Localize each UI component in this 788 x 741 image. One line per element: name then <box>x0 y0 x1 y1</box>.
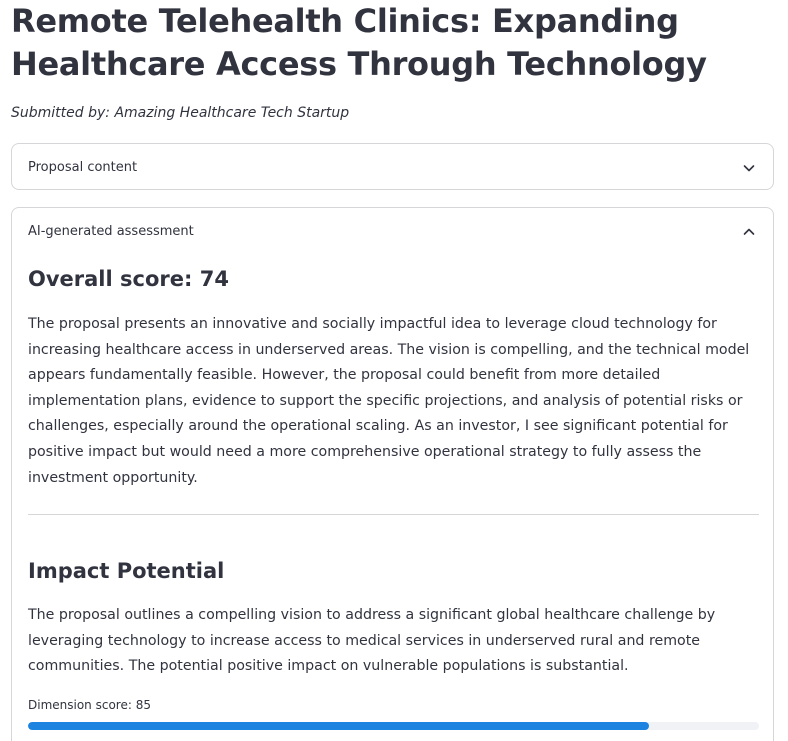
expander-proposal-label: Proposal content <box>28 160 138 175</box>
page-title: Remote Telehealth Clinics: Expanding Hea… <box>11 2 707 83</box>
expander-assessment-header[interactable]: AI-generated assessment <box>28 208 757 255</box>
overall-summary: The proposal presents an innovative and … <box>28 316 750 486</box>
expander-assessment-label: AI-generated assessment <box>28 224 194 239</box>
chevron-down-icon <box>741 160 757 176</box>
expander-proposal-header[interactable]: Proposal content <box>28 144 757 191</box>
dimension-text: The proposal outlines a compelling visio… <box>28 607 716 675</box>
expander-proposal-content: Proposal content <box>11 143 774 190</box>
dimension-score-bar <box>28 722 759 730</box>
dimension-heading: Impact Potential <box>28 559 225 583</box>
chevron-up-icon <box>741 224 757 240</box>
submitted-by: Submitted by: Amazing Healthcare Tech St… <box>11 105 350 121</box>
dimension-score-fill <box>28 722 650 730</box>
expander-ai-assessment: AI-generated assessment Overall score: 7… <box>11 207 774 741</box>
dimension-score-label: Dimension score: 85 <box>28 698 151 712</box>
section-divider <box>28 514 759 515</box>
overall-score-heading: Overall score: 74 <box>28 267 229 291</box>
